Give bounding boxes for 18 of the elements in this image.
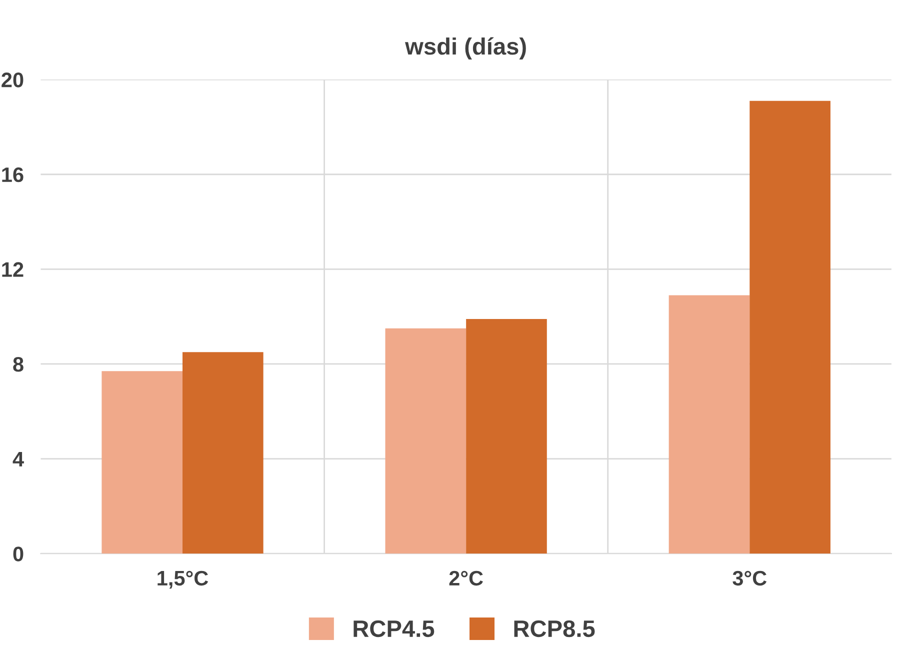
bar: [102, 371, 183, 554]
bar: [182, 352, 264, 554]
x-tick-label: 1,5°C: [158, 570, 208, 589]
legend-label: RCP8.5: [514, 620, 595, 638]
x-tick-label: 2°C: [449, 570, 483, 586]
bar: [668, 295, 750, 554]
y-tick-label: 4: [12, 452, 24, 466]
y-tick-label: 8: [13, 356, 24, 372]
bar: [385, 328, 466, 554]
bar: [466, 318, 547, 554]
chart-title: wsdi (días): [405, 37, 526, 60]
x-tick-label: 3°C: [732, 570, 767, 586]
y-tick-label: 12: [2, 262, 24, 277]
legend-label: RCP4.5: [354, 620, 434, 638]
y-tick-label: 20: [2, 72, 24, 88]
y-tick-label: 0: [13, 546, 24, 562]
y-tick-label: 16: [2, 167, 24, 182]
bar: [750, 100, 830, 554]
